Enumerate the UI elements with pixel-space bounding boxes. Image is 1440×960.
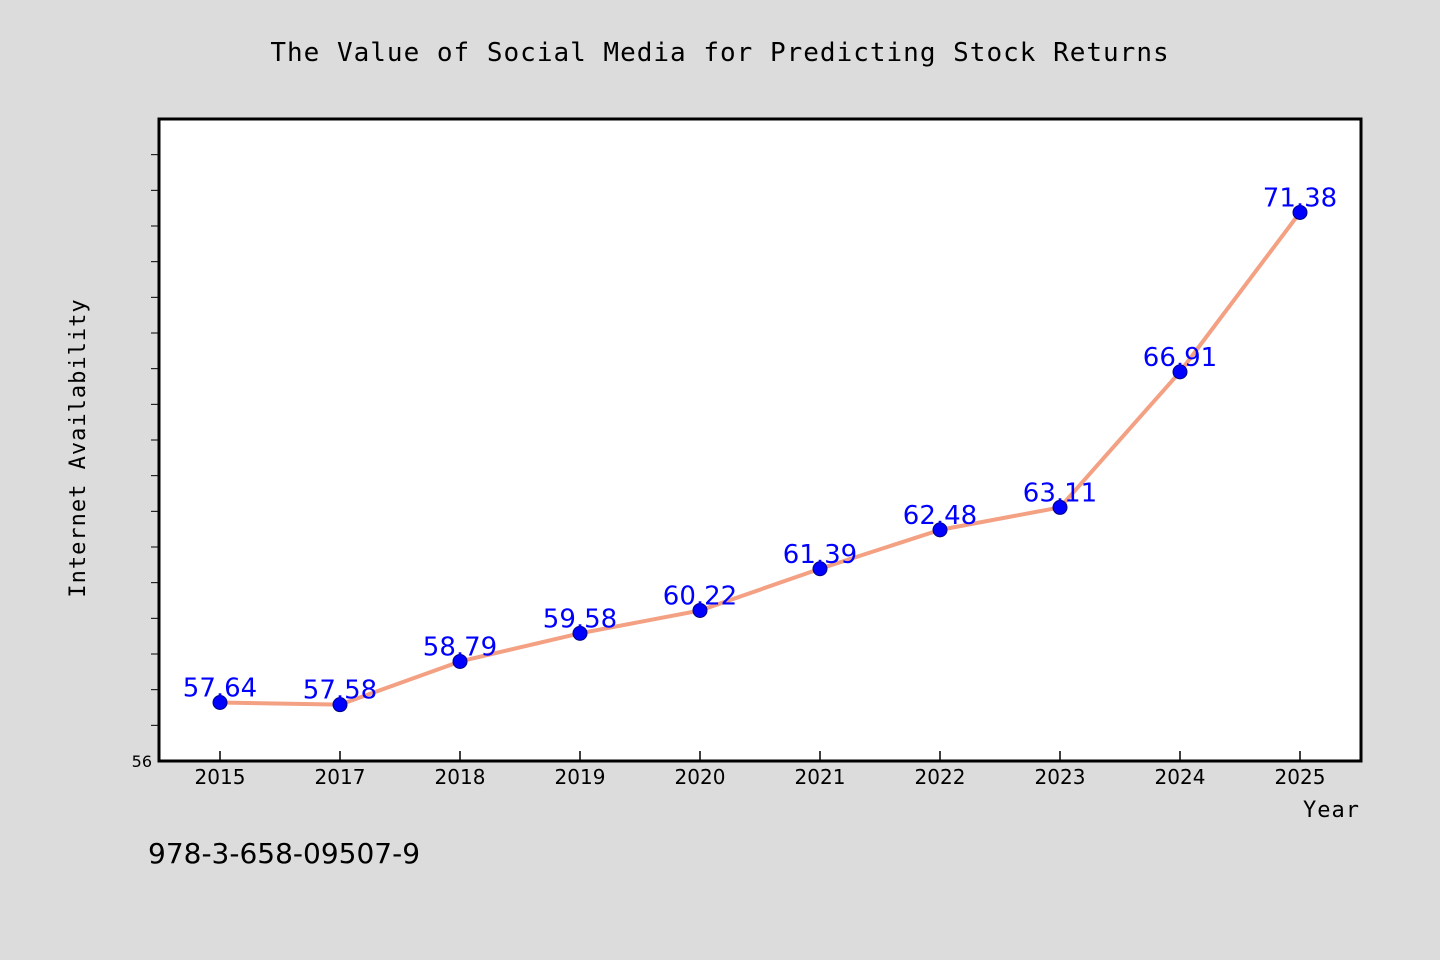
data-label: 60.22 <box>663 581 737 611</box>
data-label: 66.91 <box>1143 343 1217 373</box>
x-tick-label: 2022 <box>915 765 966 789</box>
data-point <box>332 697 348 713</box>
x-tick-label: 2018 <box>435 765 486 789</box>
x-axis-label: Year <box>1303 798 1360 823</box>
footer-code: 978-3-658-09507-9 <box>148 837 420 870</box>
data-label: 58.79 <box>423 632 497 662</box>
y-tick-label: 56 <box>132 752 152 771</box>
data-point <box>1292 204 1308 220</box>
data-point <box>572 625 588 641</box>
data-point <box>812 561 828 577</box>
data-label: 63.11 <box>1023 478 1097 508</box>
data-label: 57.58 <box>303 676 377 706</box>
x-tick-label: 2019 <box>555 765 606 789</box>
data-point <box>932 522 948 538</box>
x-tick-label: 2025 <box>1275 765 1326 789</box>
data-label: 57.64 <box>183 674 257 704</box>
plot-area <box>157 117 1363 763</box>
data-label: 62.48 <box>903 501 977 531</box>
data-label: 59.58 <box>543 604 617 634</box>
data-label: 61.39 <box>783 540 857 570</box>
y-axis-label: Internet Availability <box>66 298 91 597</box>
x-tick-label: 2024 <box>1155 765 1206 789</box>
series-line <box>219 211 1302 707</box>
data-point <box>212 695 228 711</box>
data-point <box>1052 499 1068 515</box>
data-label: 71.38 <box>1263 183 1337 213</box>
x-tick-label: 2017 <box>315 765 366 789</box>
series-layer: 57.64 57.58 58.79 59.58 60.22 61.39 62.48 63.11… <box>183 183 1337 713</box>
chart-title: The Value of Social Media for Predicting… <box>270 38 1169 68</box>
x-tick-label: 2023 <box>1035 765 1086 789</box>
x-tick-label: 2020 <box>675 765 726 789</box>
data-point <box>692 602 708 618</box>
x-tick-label: 2021 <box>795 765 846 789</box>
y-axis-ticks <box>151 154 159 726</box>
data-point <box>452 653 468 669</box>
x-axis-ticks: 2015 2017 2018 2019 2020 2021 2022 2023 2024 2025 <box>195 751 1326 789</box>
data-point <box>1172 364 1188 380</box>
x-tick-label: 2015 <box>195 765 246 789</box>
